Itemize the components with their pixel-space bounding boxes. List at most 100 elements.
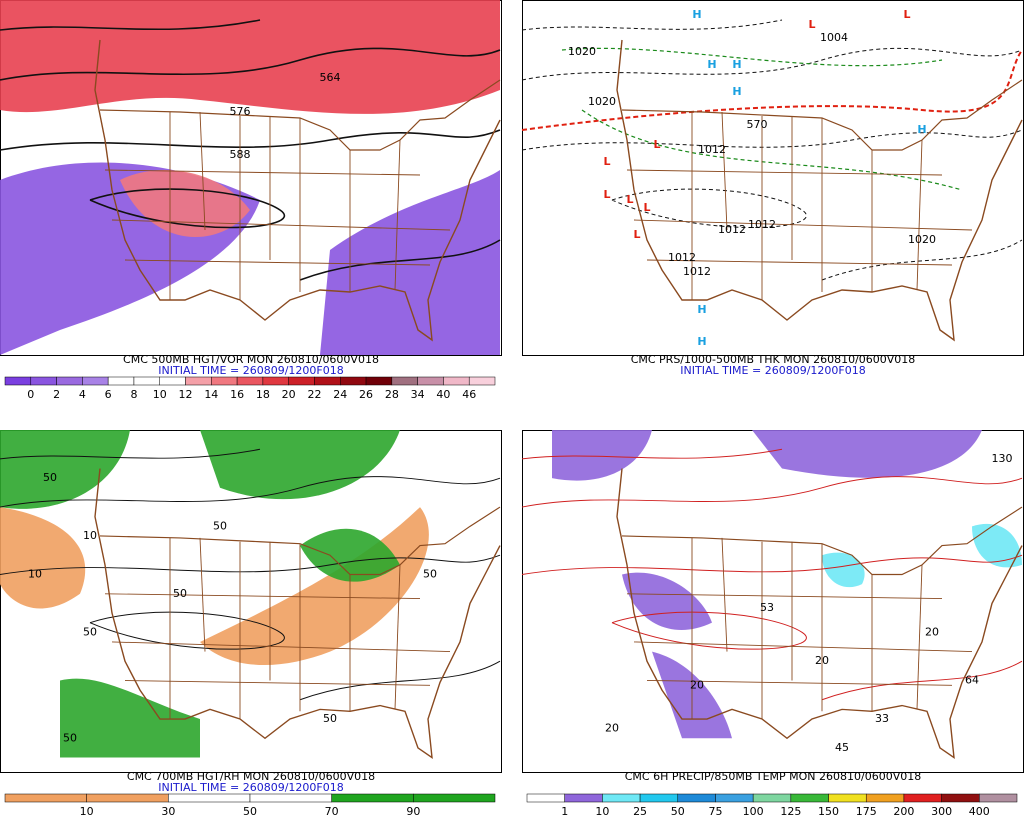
map-label: 564 — [320, 71, 341, 84]
colorbar-cell — [159, 376, 186, 386]
state-line — [721, 537, 728, 652]
colorbar-label: 200 — [893, 805, 914, 818]
map — [521, 19, 1023, 342]
colorbar-label: 18 — [256, 388, 270, 401]
colorbar-cell — [828, 793, 867, 803]
colorbar-label: 150 — [818, 805, 839, 818]
field-area — [752, 430, 982, 478]
map-label: 576 — [230, 105, 251, 118]
state-line — [111, 219, 451, 231]
contour — [299, 660, 501, 701]
colorbar-cell — [443, 376, 470, 386]
map — [0, 0, 501, 355]
colorbar-label: 8 — [130, 388, 137, 401]
field-area — [200, 430, 400, 500]
field-area — [0, 507, 86, 609]
field-area — [60, 678, 200, 758]
colorbar-cell — [185, 376, 212, 386]
contour — [299, 239, 501, 281]
map-label: 1020 — [588, 95, 616, 108]
contour — [521, 448, 783, 460]
panel-subtitle: INITIAL TIME = 260809/1200F018 — [158, 781, 343, 794]
panel: 564 576 588 CMC 500MB HGT/VOR MON 260810/06… — [0, 0, 502, 401]
colorbar-cell — [715, 793, 754, 803]
contour — [611, 611, 807, 650]
colorbar-cell — [468, 376, 496, 386]
map-label: L — [633, 228, 640, 241]
colorbar-label: 12 — [179, 388, 193, 401]
state-line — [199, 537, 206, 652]
colorbar-cell — [790, 793, 829, 803]
field-area — [0, 0, 500, 114]
state-line — [916, 139, 923, 291]
colorbar-label: 1 — [561, 805, 568, 818]
colorbar-cell — [168, 793, 251, 803]
field-area — [972, 523, 1022, 568]
contour — [0, 47, 501, 81]
state-line — [394, 564, 401, 710]
state-line — [633, 641, 973, 653]
map-label: 20 — [925, 625, 939, 638]
colorbar-cell — [564, 793, 603, 803]
colorbar-cell — [417, 376, 444, 386]
colorbar-cell — [133, 376, 160, 386]
colorbar-cell — [211, 376, 238, 386]
colorbar-cell — [391, 376, 418, 386]
map-label: 10 — [28, 568, 42, 581]
state-line — [124, 259, 431, 266]
colorbar-label: 50 — [243, 805, 257, 818]
colorbar-label: 50 — [671, 805, 685, 818]
colorbar-cell — [340, 376, 367, 386]
colorbar-label: 22 — [307, 388, 321, 401]
contour — [521, 129, 1023, 151]
coastline — [616, 39, 1023, 342]
map-label: L — [903, 8, 910, 21]
colorbar-label: 40 — [436, 388, 450, 401]
contour — [611, 188, 807, 228]
colorbar-cell — [677, 793, 716, 803]
colorbar-label: 20 — [282, 388, 296, 401]
colorbar-label: 10 — [80, 805, 94, 818]
map-label: L — [603, 155, 610, 168]
map-label: 570 — [747, 118, 768, 131]
contour — [0, 554, 501, 575]
map-label: 53 — [760, 601, 774, 614]
map-label: H — [917, 123, 926, 136]
colorbar-cell — [56, 376, 83, 386]
colorbar-cell — [86, 793, 169, 803]
map-label: H — [707, 58, 716, 71]
colorbar-cell — [639, 793, 679, 803]
border — [99, 506, 501, 576]
colorbar-cell — [288, 376, 315, 386]
field-area — [552, 430, 652, 481]
colorbar-label: 25 — [633, 805, 647, 818]
map-label: 1004 — [820, 31, 848, 44]
panel-title: CMC 500MB HGT/VOR MON 260810/0600V018 — [123, 353, 379, 366]
colorbar-cell — [602, 793, 641, 803]
colorbar-label: 30 — [161, 805, 175, 818]
map-label: 1020 — [908, 233, 936, 246]
field-area — [0, 430, 130, 509]
border — [99, 79, 501, 151]
field-area — [300, 528, 400, 582]
panel-title: CMC 700MB HGT/RH MON 260810/0600V018 — [127, 770, 375, 783]
state-line — [104, 593, 421, 600]
colorbar-label: 10 — [595, 805, 609, 818]
colorbar-cell — [526, 793, 565, 803]
contour — [0, 129, 501, 151]
map-label: 130 — [992, 452, 1013, 465]
field-area — [320, 170, 500, 355]
panel: 130 64 53 33 45 20 20 20 20 CMC 6H PRECIP/850MB T… — [521, 430, 1024, 818]
colorbar-label: 75 — [708, 805, 722, 818]
colorbar-cell — [30, 376, 57, 386]
map-label: 45 — [835, 741, 849, 754]
border — [621, 79, 1023, 151]
map-label: H — [732, 58, 741, 71]
colorbar-cell — [413, 793, 496, 803]
colorbar-label: 175 — [856, 805, 877, 818]
contour — [821, 660, 1023, 701]
map-label: 20 — [605, 722, 619, 735]
colorbar-label: 400 — [969, 805, 990, 818]
colorbar-label: 4 — [79, 388, 86, 401]
colorbar-label: 34 — [411, 388, 425, 401]
